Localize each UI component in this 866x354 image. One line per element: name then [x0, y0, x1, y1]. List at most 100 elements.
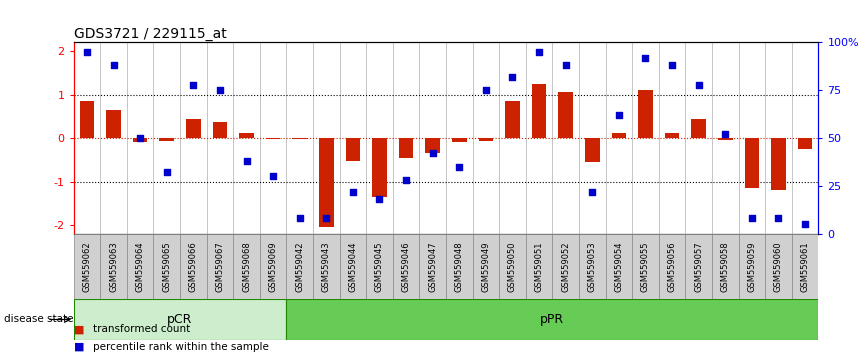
Text: GSM559060: GSM559060	[774, 241, 783, 292]
Text: GSM559068: GSM559068	[242, 241, 251, 292]
Point	[346, 189, 360, 194]
Bar	[186, 119, 201, 138]
Text: GSM559059: GSM559059	[747, 241, 756, 292]
Bar	[532, 84, 546, 138]
Bar	[287, 234, 313, 299]
Bar	[559, 92, 573, 138]
Point	[479, 87, 493, 93]
Bar	[452, 138, 467, 142]
Bar	[180, 234, 207, 299]
Bar	[339, 234, 366, 299]
Point	[772, 216, 785, 221]
Point	[266, 173, 280, 179]
Bar	[526, 234, 553, 299]
Bar	[745, 138, 759, 188]
Bar	[80, 101, 94, 138]
Bar	[771, 138, 785, 190]
Bar	[446, 234, 473, 299]
Point	[559, 63, 572, 68]
Bar	[74, 234, 100, 299]
Bar	[665, 133, 680, 138]
Bar	[398, 138, 413, 159]
Point	[240, 158, 254, 164]
Point	[213, 87, 227, 93]
Bar	[611, 133, 626, 138]
Bar	[100, 234, 126, 299]
Bar	[479, 138, 494, 141]
Bar	[712, 234, 739, 299]
Text: GSM559052: GSM559052	[561, 241, 570, 292]
Point	[585, 189, 599, 194]
Bar	[260, 234, 287, 299]
Bar	[605, 234, 632, 299]
Text: GSM559049: GSM559049	[481, 241, 490, 292]
Text: GSM559045: GSM559045	[375, 241, 384, 292]
Point	[186, 82, 200, 87]
Bar	[425, 138, 440, 153]
Text: GSM559057: GSM559057	[695, 241, 703, 292]
Bar	[632, 234, 659, 299]
Bar	[685, 234, 712, 299]
Text: GSM559043: GSM559043	[322, 241, 331, 292]
Bar	[638, 90, 653, 138]
Bar	[393, 234, 419, 299]
Point	[692, 82, 706, 87]
Bar	[505, 101, 520, 138]
Text: GSM559050: GSM559050	[508, 241, 517, 292]
Point	[159, 170, 173, 175]
Point	[293, 216, 307, 221]
Bar	[126, 234, 153, 299]
Point	[372, 196, 386, 202]
Bar	[419, 234, 446, 299]
Point	[612, 112, 626, 118]
Bar	[792, 234, 818, 299]
Point	[532, 49, 546, 55]
Bar	[553, 234, 579, 299]
Text: pPR: pPR	[540, 313, 565, 326]
Point	[80, 49, 94, 55]
Text: GSM559047: GSM559047	[428, 241, 437, 292]
Bar	[239, 133, 254, 138]
Bar	[659, 234, 685, 299]
Bar	[319, 138, 333, 227]
Bar	[287, 299, 818, 340]
Point	[426, 150, 440, 156]
Bar	[585, 138, 599, 162]
Point	[133, 135, 147, 141]
Bar	[233, 234, 260, 299]
Point	[798, 221, 812, 227]
Bar	[579, 234, 605, 299]
Point	[107, 63, 120, 68]
Text: percentile rank within the sample: percentile rank within the sample	[93, 342, 268, 352]
Bar	[212, 121, 227, 138]
Text: GSM559044: GSM559044	[348, 241, 358, 292]
Bar	[372, 138, 387, 197]
Bar	[718, 138, 733, 140]
Point	[745, 216, 759, 221]
Bar	[313, 234, 339, 299]
Text: GSM559063: GSM559063	[109, 241, 118, 292]
Point	[665, 63, 679, 68]
Point	[452, 164, 466, 170]
Point	[320, 216, 333, 221]
Bar	[766, 234, 792, 299]
Bar	[132, 138, 147, 142]
Text: transformed count: transformed count	[93, 324, 190, 334]
Text: GSM559066: GSM559066	[189, 241, 197, 292]
Text: GSM559065: GSM559065	[162, 241, 171, 292]
Point	[638, 55, 652, 61]
Text: ■: ■	[74, 324, 84, 334]
Text: GSM559064: GSM559064	[136, 241, 145, 292]
Bar	[159, 138, 174, 141]
Point	[399, 177, 413, 183]
Text: GSM559048: GSM559048	[455, 241, 464, 292]
Text: pCR: pCR	[167, 313, 193, 326]
Text: disease state: disease state	[4, 314, 74, 325]
Text: ■: ■	[74, 342, 84, 352]
Text: GSM559067: GSM559067	[216, 241, 224, 292]
Bar	[207, 234, 233, 299]
Bar	[691, 119, 706, 138]
Text: GSM559069: GSM559069	[268, 241, 278, 292]
Text: GSM559042: GSM559042	[295, 241, 304, 292]
Text: GSM559062: GSM559062	[82, 241, 92, 292]
